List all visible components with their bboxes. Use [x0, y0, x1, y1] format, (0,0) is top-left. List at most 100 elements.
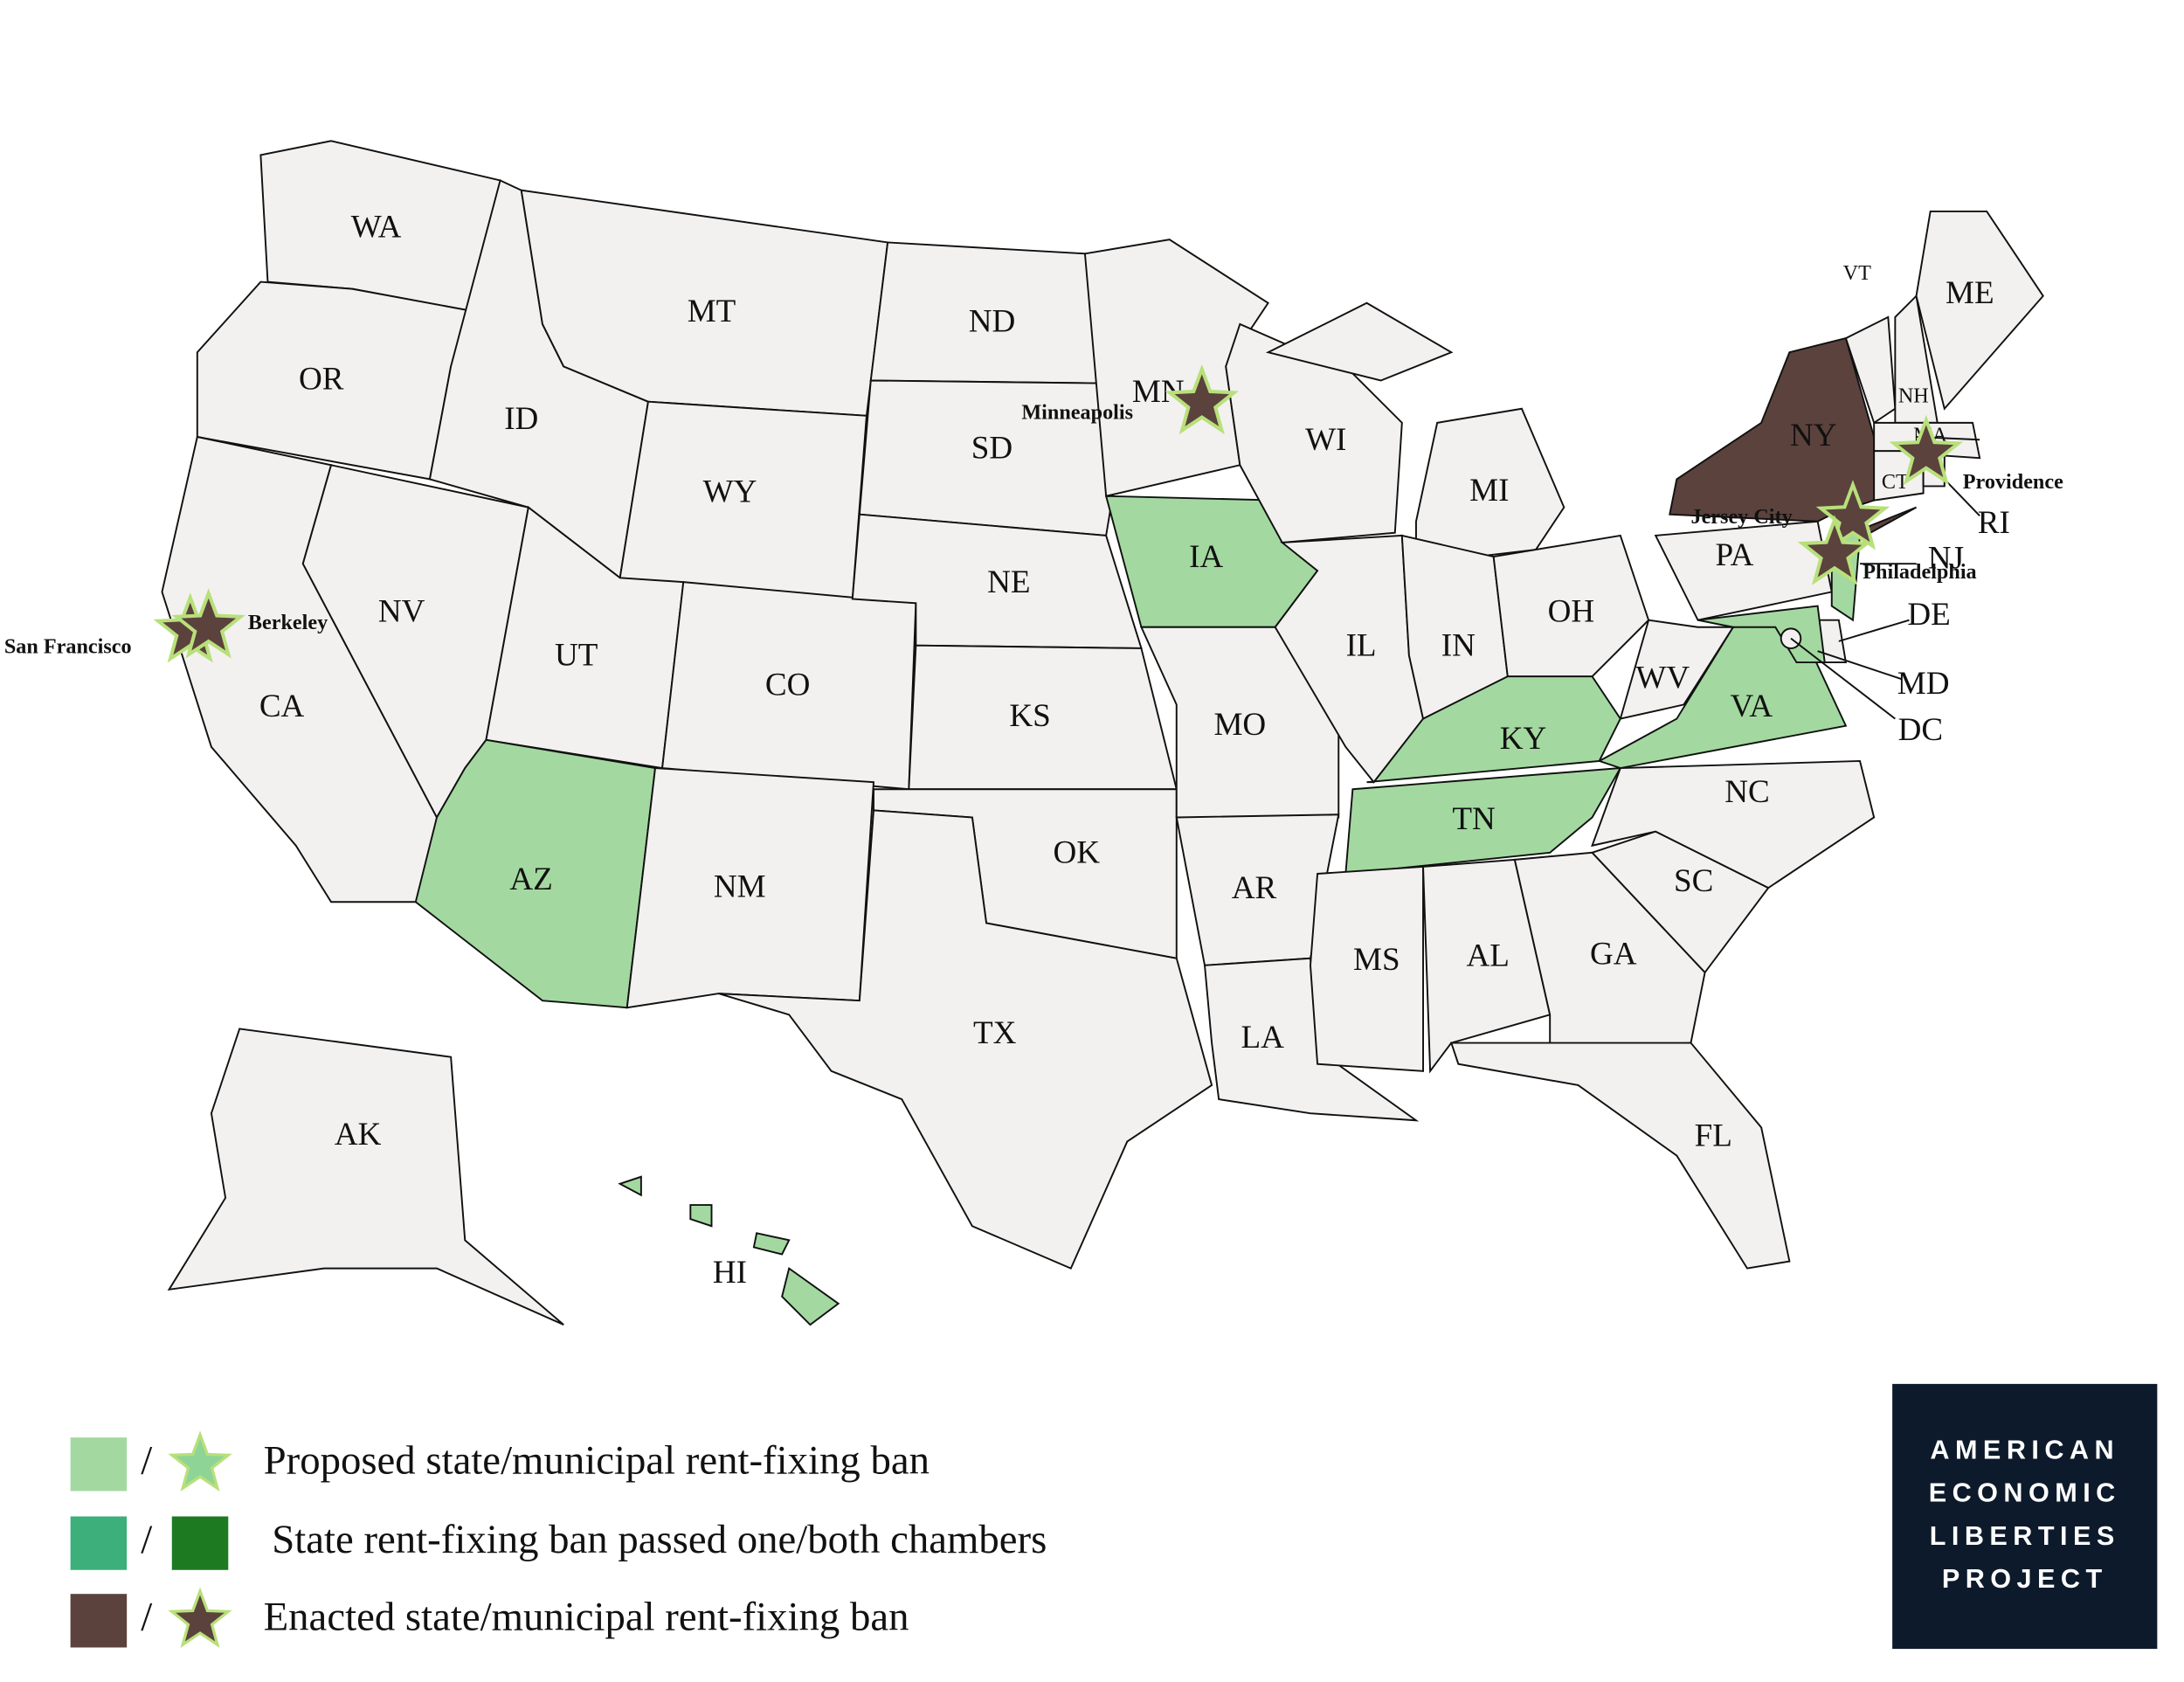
legend-swatch	[70, 1516, 128, 1570]
state-shape	[1310, 865, 1424, 1072]
city-star	[1797, 515, 1872, 585]
leader-line	[1838, 619, 1910, 642]
state-label: VT	[1843, 261, 1871, 285]
city-star	[1165, 363, 1240, 435]
legend-text: Enacted state/municipal rent-fixing ban	[264, 1595, 909, 1640]
state-label: ID	[504, 401, 538, 437]
logo-text: PROJECT	[1942, 1564, 2108, 1594]
legend-star	[168, 1587, 232, 1648]
logo-text: AMERICAN	[1930, 1435, 2119, 1464]
city-label: Minneapolis	[1021, 401, 1133, 425]
state-shape	[1366, 675, 1621, 784]
state-label: DC	[1898, 712, 1944, 748]
logo-box	[1892, 1383, 2158, 1650]
state-shape	[1915, 210, 2044, 411]
state-label: SC	[1674, 863, 1713, 899]
state-shape	[1449, 1042, 1791, 1270]
state-label: ND	[969, 303, 1016, 339]
logo-text: LIBERTIES	[1930, 1521, 2120, 1551]
state-label: LA	[1241, 1020, 1284, 1056]
city-label: Jersey City	[1690, 505, 1792, 529]
state-label: AK	[335, 1117, 382, 1152]
state-shape	[1344, 766, 1622, 876]
state-shape	[1225, 322, 1403, 543]
state-label: NJ	[1928, 540, 1964, 576]
state-label: AR	[1232, 870, 1277, 906]
state-shape	[718, 809, 1213, 1270]
state-label: SD	[971, 431, 1013, 467]
state-label: PA	[1715, 537, 1753, 573]
state-label: TX	[973, 1015, 1017, 1051]
state-label: ME	[1946, 275, 1994, 311]
state-label: NC	[1724, 774, 1770, 810]
state-label: IL	[1346, 627, 1377, 663]
city-label: Philadelphia	[1863, 560, 1976, 584]
state-label: NM	[714, 869, 766, 904]
state-label: MI	[1469, 473, 1509, 509]
state-label: MS	[1353, 942, 1400, 978]
state-label: MT	[688, 294, 736, 329]
state-label: DE	[1907, 597, 1950, 633]
logo-text: ECONOMIC	[1929, 1478, 2121, 1508]
state-label: CO	[765, 668, 811, 703]
state-label: FL	[1695, 1118, 1732, 1154]
city-label: Berkeley	[248, 611, 328, 634]
state-label: GA	[1590, 937, 1637, 973]
state-label: NE	[987, 564, 1030, 600]
state-label: OR	[299, 362, 344, 398]
state-label: IA	[1189, 539, 1223, 575]
legend-separator: /	[141, 1438, 152, 1484]
city-star	[1815, 480, 1890, 550]
city-label: Providence	[1963, 470, 2063, 494]
legend-separator: /	[141, 1595, 152, 1640]
state-label: TN	[1452, 801, 1495, 837]
state-label: NV	[378, 594, 425, 630]
state-shape	[618, 1175, 642, 1197]
state-label: RI	[1978, 505, 2010, 541]
state-shape	[1492, 534, 1650, 678]
state-label: UT	[555, 638, 598, 674]
state-label: MO	[1213, 707, 1266, 743]
state-label: OH	[1548, 594, 1595, 630]
state-shape	[1422, 858, 1552, 1074]
state-label: OK	[1053, 835, 1100, 871]
city-star	[1889, 414, 1964, 486]
state-label: AL	[1467, 938, 1510, 973]
state-shape	[781, 1266, 840, 1326]
state-label: WY	[703, 474, 757, 510]
state-shape	[167, 1028, 564, 1326]
city-label: San Francisco	[4, 634, 132, 658]
legend-separator: /	[141, 1517, 152, 1562]
legend-text: State rent-fixing ban passed one/both ch…	[272, 1517, 1047, 1562]
state-shape	[1265, 301, 1454, 382]
map	[161, 140, 2044, 1326]
state-label: VA	[1730, 689, 1773, 724]
legend-swatch	[70, 1594, 128, 1648]
state-shape	[689, 1204, 713, 1228]
leader-line	[1790, 637, 1896, 720]
state-label: WA	[351, 209, 402, 245]
city-star	[171, 588, 245, 659]
state-label: KY	[1500, 721, 1547, 757]
state-label: NY	[1790, 418, 1837, 453]
state-shape	[1619, 619, 1735, 720]
state-label: CA	[259, 689, 305, 724]
legend-square	[171, 1516, 229, 1570]
leader-line	[1817, 650, 1903, 681]
legend: / Proposed state/municipal rent-fixing ba…	[70, 1430, 1047, 1648]
legend-swatch	[70, 1437, 128, 1492]
state-label: AZ	[509, 862, 552, 897]
legend-text: Proposed state/municipal rent-fixing ban	[264, 1438, 930, 1484]
state-label: WI	[1305, 422, 1346, 458]
state-label: MD	[1897, 666, 1950, 702]
state-label: NH	[1898, 384, 1929, 407]
logo: AMERICAN ECONOMIC LIBERTIES PROJECT	[1929, 1435, 2121, 1594]
state-label: IN	[1441, 627, 1476, 663]
state-shape	[752, 1232, 791, 1256]
state-label: KS	[1009, 698, 1050, 734]
state-label: WV	[1635, 661, 1690, 696]
state-label: HI	[713, 1255, 747, 1291]
state-shape	[858, 379, 1115, 536]
